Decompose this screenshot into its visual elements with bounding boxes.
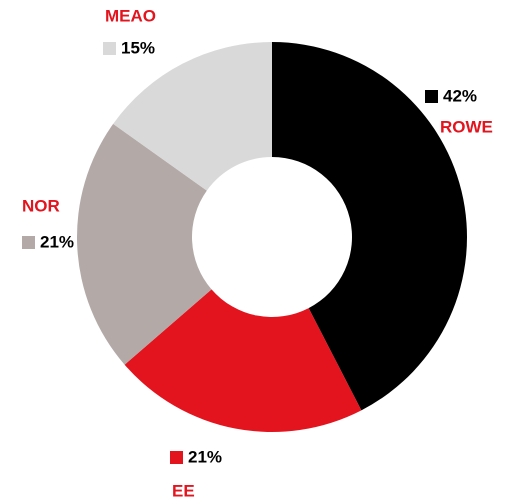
legend-swatch	[22, 236, 35, 249]
legend-swatch	[170, 451, 183, 464]
slice	[76, 123, 212, 365]
value-label: 21%	[40, 232, 74, 251]
slice	[272, 42, 468, 411]
legend-swatch	[425, 90, 438, 103]
slice	[124, 289, 362, 432]
legend-swatch	[103, 42, 116, 55]
value-label: 15%	[121, 38, 155, 57]
slice	[113, 42, 273, 191]
value-label: 21%	[188, 447, 222, 466]
category-label: MEAO	[105, 6, 156, 25]
category-label: NOR	[22, 196, 60, 215]
category-label: EE	[172, 481, 195, 500]
value-label: 42%	[443, 86, 477, 105]
category-label: ROWE	[440, 117, 493, 136]
